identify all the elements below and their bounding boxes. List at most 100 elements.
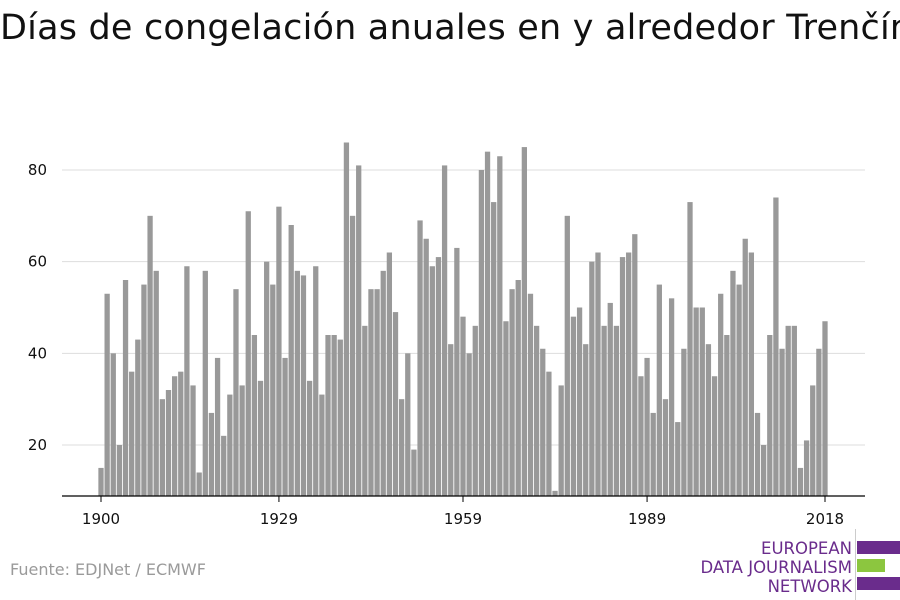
x-tick-label-1989: 1989 <box>628 510 666 528</box>
logo-line-2: DATA JOURNALISM <box>700 558 852 577</box>
bar-1913 <box>178 371 184 496</box>
bar-1941 <box>349 215 356 497</box>
bar-2011 <box>779 348 785 496</box>
bar-1989 <box>644 357 650 496</box>
bar-1902 <box>110 353 116 496</box>
bar-1994 <box>675 422 681 496</box>
y-tick-label-80: 80 <box>28 161 47 179</box>
bar-2000 <box>711 376 718 496</box>
bar-2018 <box>822 321 828 496</box>
bar-1917 <box>202 270 208 496</box>
bar-1973 <box>546 371 552 496</box>
logo-divider <box>855 529 856 600</box>
bar-1960 <box>466 353 472 496</box>
edjnet-logo: EUROPEAN DATA JOURNALISM NETWORK <box>700 539 852 596</box>
bar-2014 <box>797 467 804 496</box>
bar-1948 <box>392 312 399 496</box>
bar-2007 <box>754 412 761 496</box>
bar-1933 <box>300 275 307 496</box>
bar-1999 <box>705 344 712 496</box>
bar-2010 <box>773 197 779 496</box>
bar-1983 <box>607 302 613 496</box>
bar-2005 <box>742 238 748 496</box>
bar-1979 <box>583 344 589 496</box>
bar-1982 <box>601 325 607 496</box>
bar-1974 <box>552 490 558 496</box>
bar-1911 <box>165 390 172 496</box>
bar-1988 <box>638 376 644 496</box>
bar-1995 <box>681 348 687 496</box>
bar-1912 <box>171 376 178 496</box>
bar-2004 <box>736 284 742 496</box>
bar-2001 <box>718 293 724 496</box>
bar-1965 <box>497 156 503 496</box>
bar-1956 <box>441 165 448 496</box>
bar-1931 <box>288 225 294 496</box>
bar-1990 <box>650 412 656 496</box>
bar-1966 <box>503 321 509 496</box>
bar-1924 <box>245 211 251 496</box>
bar-1921 <box>227 394 233 496</box>
bar-1907 <box>141 284 147 496</box>
y-axis: 20 40 60 80 <box>28 161 47 454</box>
bar-1927 <box>264 261 270 496</box>
bar-1901 <box>104 293 110 496</box>
bar-1953 <box>423 238 429 496</box>
bar-1981 <box>595 252 601 496</box>
bar-1978 <box>576 307 583 496</box>
bar-1975 <box>558 385 564 496</box>
bar-1923 <box>239 385 245 496</box>
bar-1991 <box>656 284 662 496</box>
bar-1977 <box>570 316 577 496</box>
chart-title: Días de congelación anuales en y alreded… <box>0 8 900 48</box>
bar-1996 <box>687 202 693 497</box>
bar-2009 <box>767 335 773 496</box>
bar-1959 <box>460 316 466 496</box>
bar-1947 <box>386 252 393 496</box>
bar-1951 <box>411 449 417 496</box>
bar-1950 <box>405 353 411 496</box>
bar-1958 <box>454 247 460 496</box>
bar-1964 <box>491 202 497 497</box>
bar-2015 <box>803 440 810 496</box>
bar-1925 <box>251 335 258 496</box>
bar-2006 <box>748 252 755 496</box>
bar-1914 <box>184 266 190 496</box>
bar-1963 <box>484 151 491 496</box>
y-tick-label-20: 20 <box>28 436 47 454</box>
bar-1962 <box>478 170 485 496</box>
logo-bar-3 <box>857 577 900 590</box>
bar-1918 <box>208 412 215 496</box>
bar-1909 <box>153 270 159 496</box>
bar-1942 <box>356 165 362 496</box>
x-axis: 1900 1929 1959 1989 2018 <box>62 495 865 528</box>
bar-1922 <box>233 289 239 496</box>
bar-1930 <box>282 357 288 496</box>
bar-1984 <box>613 325 620 496</box>
y-tick-label-40: 40 <box>28 344 47 362</box>
bar-1992 <box>662 399 669 496</box>
bar-1945 <box>374 289 380 496</box>
bar-1919 <box>214 357 221 496</box>
bar-1915 <box>190 385 196 496</box>
bar-1972 <box>540 348 546 496</box>
bar-1986 <box>626 252 632 496</box>
logo-bar-2 <box>857 559 885 572</box>
logo-bar-1 <box>857 541 900 554</box>
bar-1935 <box>313 266 319 496</box>
bar-1944 <box>368 289 374 496</box>
bar-1957 <box>448 344 454 496</box>
bar-1971 <box>533 325 540 496</box>
bar-1939 <box>337 339 343 496</box>
bar-1928 <box>270 284 276 496</box>
bar-2017 <box>816 348 822 496</box>
bar-1916 <box>196 472 202 496</box>
bar-1985 <box>619 257 626 496</box>
bar-1976 <box>564 215 570 497</box>
bar-1938 <box>331 335 337 496</box>
bar-2008 <box>761 445 767 496</box>
bar-1937 <box>325 335 331 496</box>
x-tick-label-1929: 1929 <box>260 510 298 528</box>
bar-2012 <box>785 325 791 496</box>
x-tick-label-2018: 2018 <box>806 510 844 528</box>
